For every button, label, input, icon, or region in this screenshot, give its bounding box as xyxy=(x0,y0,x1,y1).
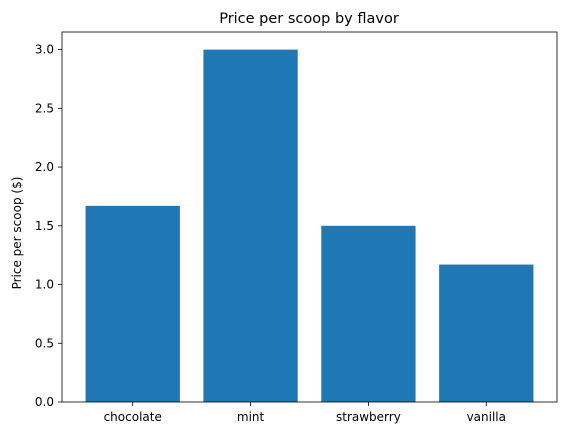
x-tick-label: strawberry xyxy=(336,410,401,424)
y-tick-label: 0.5 xyxy=(35,336,54,350)
y-tick-label: 3.0 xyxy=(35,43,54,57)
bar-strawberry xyxy=(321,225,416,402)
y-tick-label: 2.5 xyxy=(35,101,54,115)
y-axis-label: Price per scoop ($) xyxy=(10,177,24,290)
bar-vanilla xyxy=(439,264,534,402)
bar-chocolate xyxy=(85,205,180,402)
x-axis-ticks: chocolate mint strawberry vanilla xyxy=(104,402,506,424)
y-tick-label: 1.0 xyxy=(35,278,54,292)
plot-frame xyxy=(61,31,558,403)
x-tick-label: chocolate xyxy=(104,410,162,424)
chart-title: Price per scoop by flavor xyxy=(219,11,399,27)
x-tick-label: mint xyxy=(237,410,265,424)
y-tick-label: 1.5 xyxy=(35,219,54,233)
x-tick-label: vanilla xyxy=(467,410,506,424)
bar-mint xyxy=(203,49,298,402)
y-axis-ticks: 0.0 0.5 1.0 1.5 2.0 2.5 3.0 xyxy=(35,43,62,409)
y-tick-label: 2.0 xyxy=(35,160,54,174)
y-tick-label: 0.0 xyxy=(35,395,54,409)
bars-layer xyxy=(85,49,534,402)
